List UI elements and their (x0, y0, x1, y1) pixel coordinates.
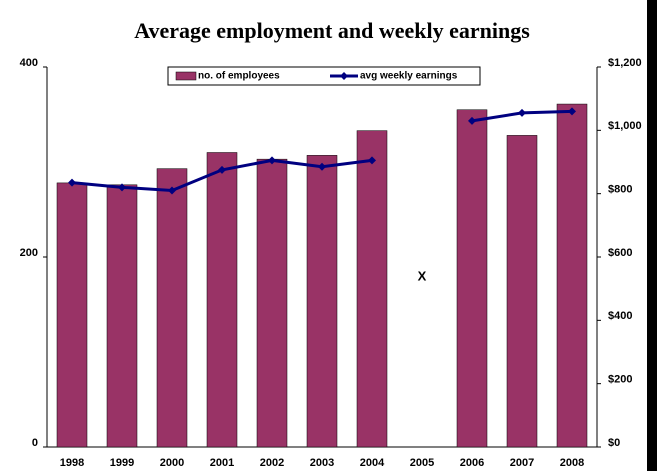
point (68, 178, 76, 187)
x-tick-label: 2006 (460, 457, 484, 469)
point (568, 107, 576, 116)
x-tick-label: 2001 (210, 457, 234, 469)
x-tick-label: 1999 (110, 457, 134, 469)
y2-tick-label: $0 (608, 437, 620, 449)
bar (356, 130, 388, 448)
x-tick-label: 2004 (360, 457, 385, 469)
y2-tick-label: $600 (608, 247, 632, 259)
point (218, 165, 226, 174)
y2-tick-label: $1,200 (608, 57, 642, 69)
x-tick-label: 2003 (310, 457, 334, 469)
legend-point (340, 72, 348, 80)
annotation: X (418, 268, 427, 283)
point (368, 156, 376, 165)
bar (456, 109, 488, 448)
legend-box (167, 66, 481, 86)
point (468, 116, 476, 125)
bar (256, 158, 288, 448)
x-tick-label: 2008 (560, 457, 584, 469)
legend-swatch (175, 71, 197, 81)
point (168, 186, 176, 195)
x-tick-label: 2002 (260, 457, 284, 469)
point (318, 162, 326, 171)
x-tick-label: 2007 (510, 457, 534, 469)
chart-title: Average employment and weekly earnings (134, 18, 530, 43)
y2-tick-label: $1,000 (608, 120, 642, 132)
y-tick-label: 200 (20, 247, 38, 259)
edge-strip (647, 0, 657, 471)
legend-label: no. of employees (198, 71, 280, 82)
bar (106, 184, 138, 448)
y2-tick-label: $400 (608, 310, 632, 322)
bar (156, 168, 188, 448)
bar (556, 103, 588, 448)
legend-label: avg weekly earnings (360, 71, 458, 82)
bar (206, 152, 238, 448)
bar (56, 182, 88, 448)
y2-tick-label: $200 (608, 374, 632, 386)
y-tick-label: 400 (20, 57, 38, 69)
y-tick-label: 0 (32, 437, 38, 449)
x-tick-label: 1998 (60, 457, 84, 469)
x-tick-label: 2000 (160, 457, 184, 469)
point (518, 108, 526, 117)
bar (506, 135, 538, 448)
bar (306, 155, 338, 448)
x-tick-label: 2005 (410, 457, 434, 469)
point (268, 156, 276, 165)
point (118, 183, 126, 192)
y2-tick-label: $800 (608, 184, 632, 196)
